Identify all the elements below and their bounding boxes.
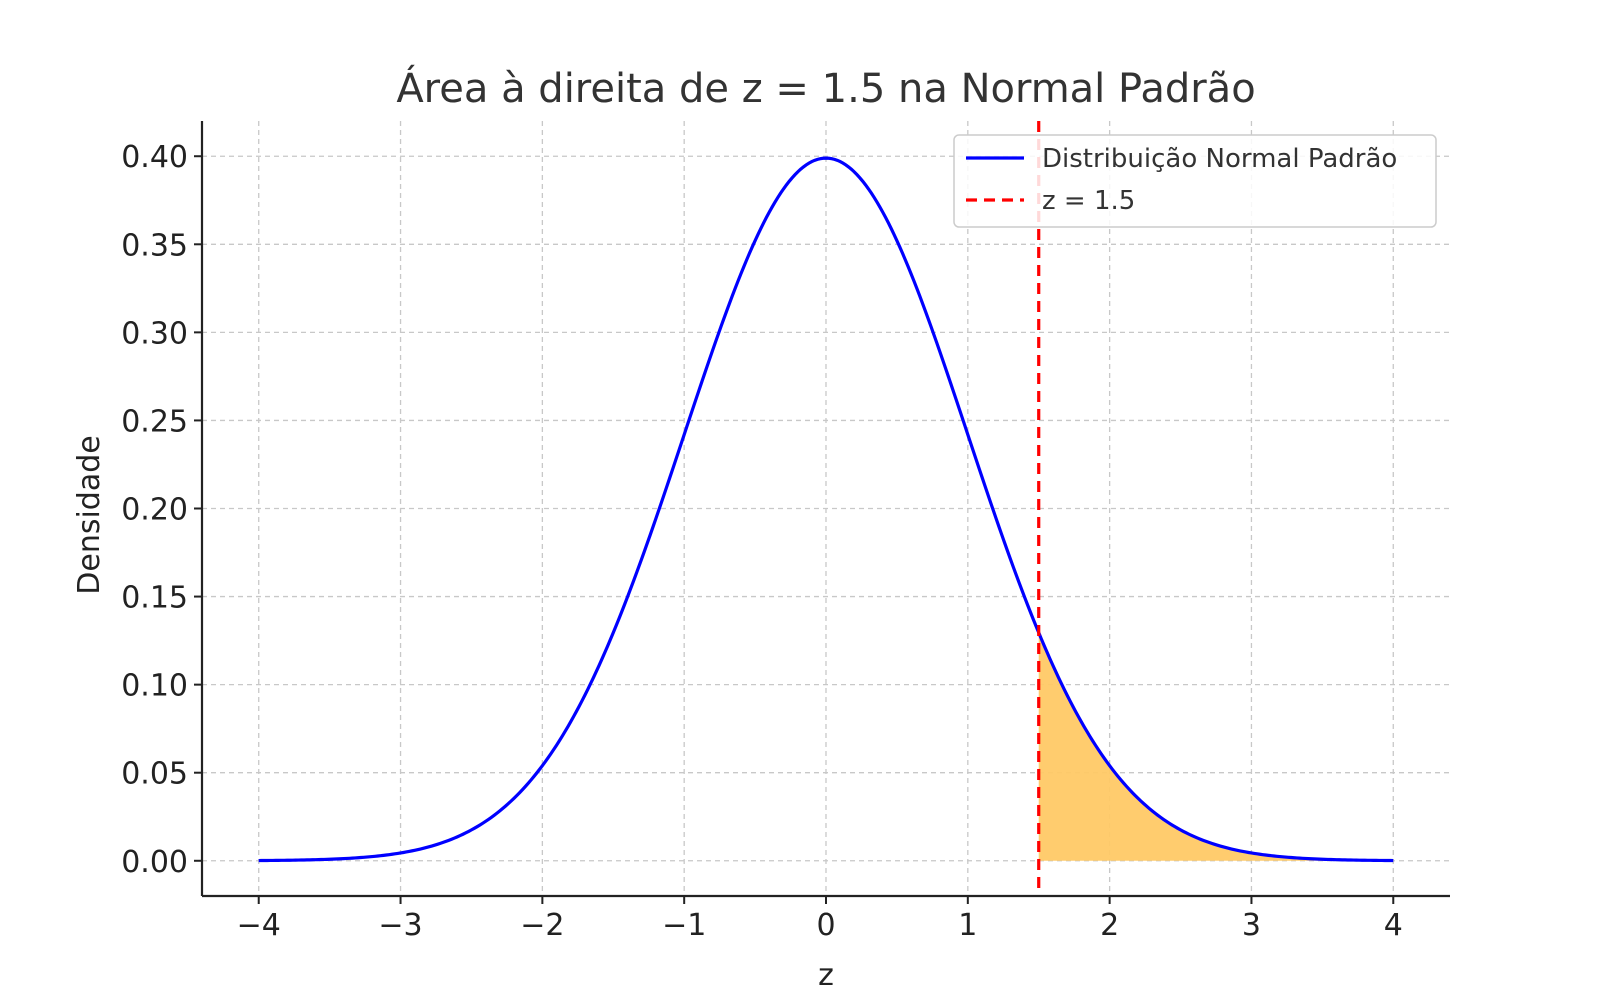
x-tick-label: −3 <box>378 908 422 943</box>
y-tick-label: 0.30 <box>121 316 188 351</box>
x-tick-label: 1 <box>958 908 977 943</box>
y-tick-label: 0.00 <box>121 845 188 880</box>
x-tick-label: 0 <box>816 908 835 943</box>
x-tick-label: 3 <box>1242 908 1261 943</box>
legend: Distribuição Normal Padrão z = 1.5 <box>953 134 1437 228</box>
y-axis-label: Densidade <box>72 435 107 594</box>
y-tick-label: 0.15 <box>121 581 188 616</box>
shaded-area-right-tail <box>1038 632 1394 861</box>
legend-label-vline: z = 1.5 <box>1042 186 1135 216</box>
ticks: −4 −3 −2 −1 0 1 2 3 4 0.00 0.05 0.10 0.15 0.20 0.25 0.3… <box>121 140 1403 943</box>
x-tick-label: 4 <box>1384 908 1403 943</box>
grid <box>202 121 1450 896</box>
x-axis-label: z <box>818 958 834 993</box>
y-tick-label: 0.05 <box>121 757 188 792</box>
chart-title: Área à direita de z = 1.5 na Normal Padr… <box>396 64 1255 112</box>
legend-box <box>953 134 1437 228</box>
y-tick-label: 0.20 <box>121 493 188 528</box>
x-tick-label: 2 <box>1100 908 1119 943</box>
legend-label-curve: Distribuição Normal Padrão <box>1042 144 1397 174</box>
x-tick-label: −2 <box>520 908 564 943</box>
y-tick-label: 0.40 <box>121 140 188 175</box>
normal-curve-line <box>258 156 1394 863</box>
y-tick-label: 0.35 <box>121 228 188 263</box>
x-tick-label: −1 <box>662 908 706 943</box>
y-tick-label: 0.10 <box>121 669 188 704</box>
x-tick-label: −4 <box>237 908 281 943</box>
y-tick-label: 0.25 <box>121 404 188 439</box>
